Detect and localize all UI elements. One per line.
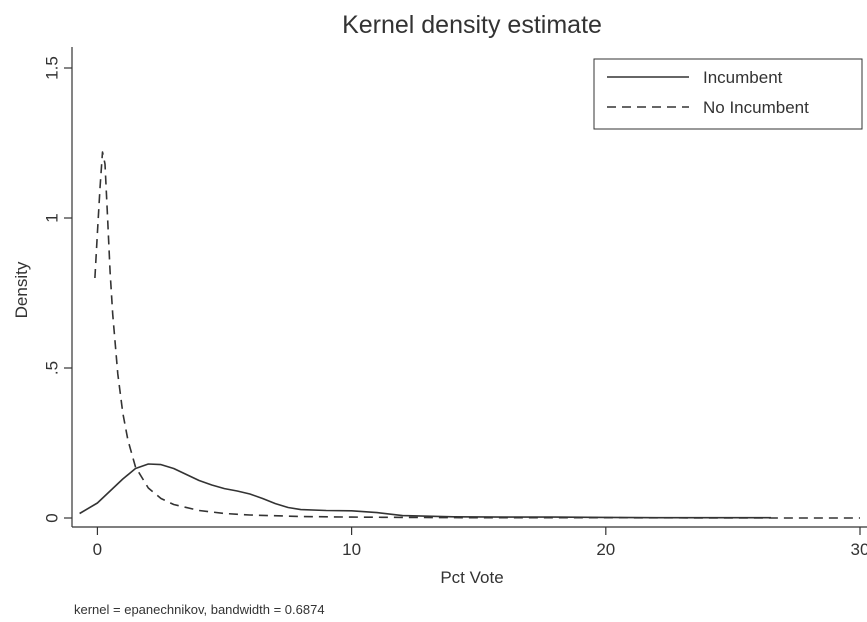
x-tick-label: 30 <box>851 540 867 559</box>
legend: Incumbent No Incumbent <box>593 58 863 130</box>
y-tick-label: 0 <box>43 513 62 522</box>
axis-ticks: 0 10 20 30 0 .5 1 1.5 <box>43 56 867 559</box>
legend-box <box>593 58 863 130</box>
chart-title: Kernel density estimate <box>342 11 602 39</box>
series-layer <box>79 151 860 519</box>
x-tick-label: 10 <box>342 540 361 559</box>
y-tick-label: 1.5 <box>43 56 62 80</box>
legend-label-no-incumbent: No Incumbent <box>703 98 809 117</box>
kernel-note: kernel = epanechnikov, bandwidth = 0.687… <box>74 602 325 617</box>
y-tick-label: 1 <box>43 213 62 222</box>
x-tick-label: 0 <box>93 540 102 559</box>
series-line-no-incumbent <box>94 151 860 519</box>
y-axis-label: Density <box>12 261 31 318</box>
y-tick-label: .5 <box>43 361 62 375</box>
legend-label-incumbent: Incumbent <box>703 68 783 87</box>
x-tick-label: 20 <box>596 540 615 559</box>
x-axis-label: Pct Vote <box>440 568 503 587</box>
